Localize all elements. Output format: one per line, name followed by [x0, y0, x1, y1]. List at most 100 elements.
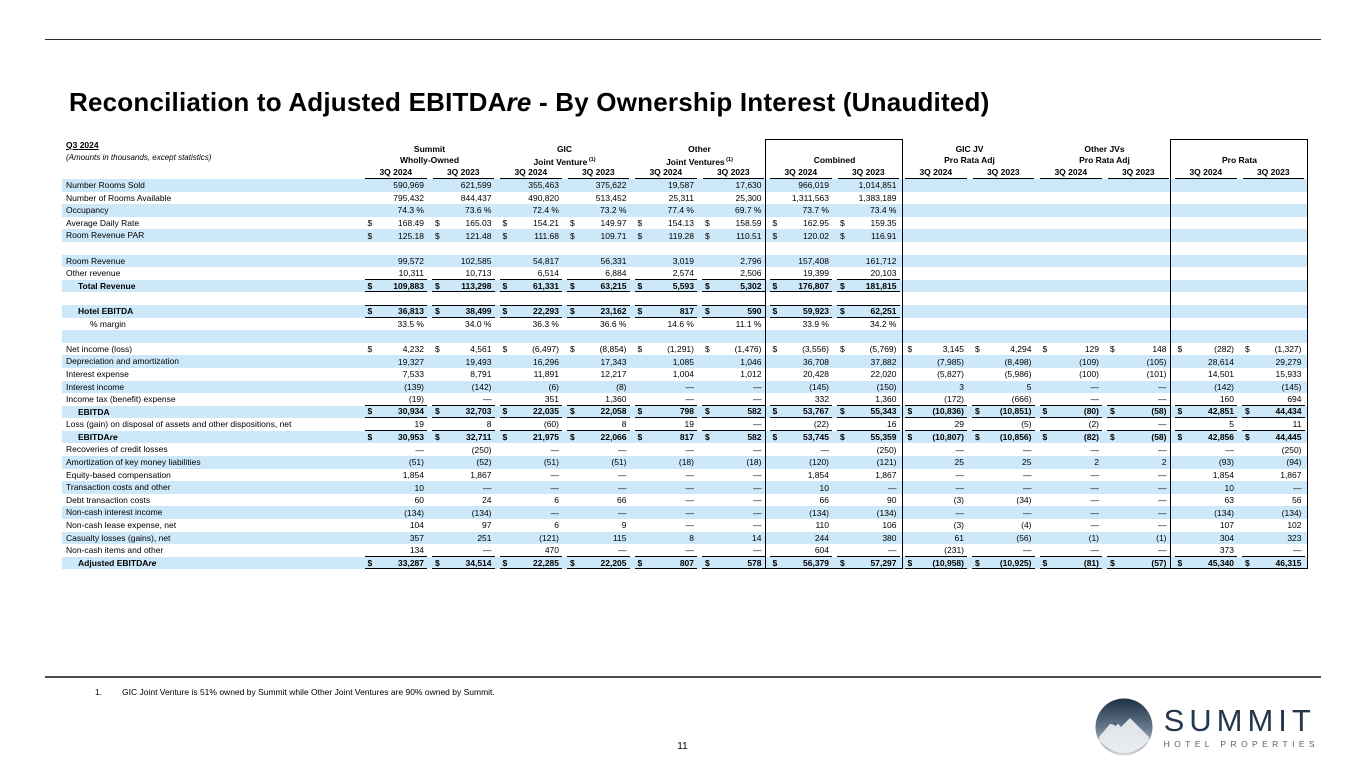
table-cell [972, 305, 1035, 318]
cell-value: 12,217 [600, 369, 627, 380]
table-cell [1040, 305, 1103, 318]
table-cell [1107, 204, 1170, 217]
table-cell: 604 [769, 544, 832, 557]
top-divider [45, 39, 1321, 40]
table-cell [1040, 292, 1103, 305]
row-label: Income tax (benefit) expense [66, 394, 176, 405]
cell-value: (121) [539, 532, 559, 543]
table-cell: 10,311 [364, 267, 427, 280]
row-label [62, 330, 362, 343]
cell-value: 304 [1219, 532, 1234, 543]
table-cell: (19) [364, 393, 427, 406]
period-header: 3Q 2024 [635, 166, 697, 179]
cell-value: 380 [882, 532, 897, 543]
cell-value: — [685, 545, 695, 556]
cell-value: 6,884 [605, 267, 627, 278]
currency-symbol: $ [502, 557, 508, 568]
table-cell: (121) [837, 456, 900, 469]
cell-value: 36,813 [398, 306, 424, 317]
table-cell: — [634, 393, 697, 406]
table-cell: (100) [1040, 368, 1103, 381]
table-cell: $22,205 [567, 557, 630, 570]
table-cell [1040, 242, 1103, 255]
cell-value: — [685, 507, 695, 518]
table-cell [1040, 280, 1103, 293]
table-cell [972, 217, 1035, 230]
currency-symbol: $ [772, 230, 778, 241]
currency-symbol: $ [840, 432, 845, 443]
row-label: Depreciation and amortization [66, 356, 179, 367]
table-row: Adjusted EBITDAre $33,287 $34,514 $22,285 $2… [62, 556, 1307, 570]
cell-value: 63,215 [600, 280, 627, 291]
currency-symbol: $ [435, 230, 440, 241]
currency-symbol: $ [772, 557, 778, 568]
logo-text: SUMMIT HOTEL PROPERTIES [1164, 705, 1319, 749]
cell-value: (134) [1281, 507, 1302, 518]
table-cell [1175, 280, 1238, 293]
table-cell: — [1039, 393, 1102, 406]
table-cell: $4,561 [432, 343, 495, 356]
table-cell: $149.97 [567, 217, 630, 230]
cell-value: 162.95 [803, 218, 829, 229]
table-cell: (51) [500, 456, 563, 469]
table-cell [837, 242, 900, 255]
table-cell [905, 318, 968, 331]
cell-value: 373 [1219, 545, 1234, 556]
table-cell [1175, 217, 1238, 230]
table-cell: $ (1,476) [702, 343, 765, 356]
mountain-circle-icon [1095, 698, 1153, 756]
table-cell: — [635, 481, 698, 494]
table-cell: — [972, 506, 1035, 519]
table-corner: Q3 2024 (Amounts in thousands, except sta… [62, 139, 362, 179]
currency-symbol: $ [772, 306, 778, 317]
cell-value: (58) [1151, 406, 1167, 417]
currency-symbol: $ [367, 306, 373, 317]
table-cell: (172) [904, 393, 967, 406]
cell-value: 110.51 [736, 230, 762, 241]
table-cell: 20,103 [837, 267, 900, 280]
table-cell: 33.5 % [365, 318, 428, 331]
spacer-row [62, 242, 1307, 255]
table-cell: 36.3 % [500, 318, 563, 331]
table-cell: $ (10,836) [904, 406, 967, 419]
currency-symbol: $ [1177, 406, 1183, 417]
currency-symbol: $ [570, 406, 575, 417]
company-logo: SUMMIT HOTEL PROPERTIES [1094, 697, 1319, 757]
cell-value: 251 [477, 532, 492, 543]
table-cell [1175, 305, 1238, 318]
table-cell: 9 [567, 519, 630, 532]
cell-value: — [955, 469, 965, 480]
cell-value: — [753, 507, 762, 518]
cell-value: (10,851) [999, 406, 1032, 417]
table-cell [1175, 204, 1238, 217]
table-cell [1175, 267, 1238, 280]
currency-symbol: $ [1042, 557, 1048, 568]
cell-value: 121.48 [465, 230, 492, 241]
table-cell: — [905, 481, 968, 494]
table-cell: 73.7 % [770, 204, 833, 217]
table-cell: 6 [500, 494, 563, 507]
cell-value: (58) [1151, 432, 1167, 443]
table-cell: 36,708 [770, 355, 833, 368]
table-cell: 19 [364, 418, 427, 431]
table-cell: — [634, 544, 697, 557]
table-cell: (105) [1107, 355, 1170, 368]
cell-value: 10 [1224, 482, 1234, 493]
table-cell: 77.4 % [635, 204, 698, 217]
cell-value: 590 [747, 306, 762, 317]
currency-symbol: $ [907, 432, 913, 443]
cell-value: 5 [1229, 419, 1234, 430]
cell-value: 323 [1287, 532, 1302, 543]
currency-symbol: $ [772, 432, 778, 443]
cell-value: 19 [414, 419, 424, 430]
cell-value: 8 [689, 532, 694, 543]
cell-value: 72.4 % [532, 205, 559, 216]
table-row: Non-cash interest income (134) (134) — — — — (1… [62, 506, 1307, 520]
table-cell: 6 [500, 519, 563, 532]
row-label: Room Revenue PAR [66, 230, 145, 241]
table-cell [1175, 229, 1238, 242]
table-cell: — [1107, 519, 1170, 532]
table-cell: — [432, 544, 495, 557]
table-cell: $53,767 [769, 406, 832, 419]
currency-symbol: $ [367, 280, 373, 291]
